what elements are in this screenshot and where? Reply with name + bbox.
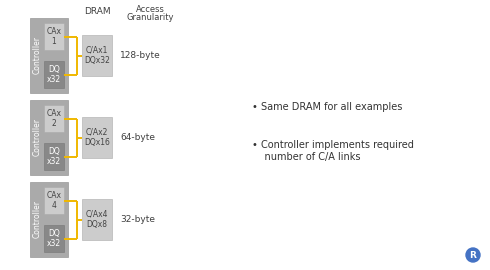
Bar — [44, 61, 64, 88]
Text: • Same DRAM for all examples: • Same DRAM for all examples — [252, 102, 402, 112]
Bar — [82, 199, 112, 240]
Bar — [30, 100, 68, 175]
Bar — [44, 225, 64, 252]
Text: CAx
2: CAx 2 — [47, 109, 62, 128]
Text: DRAM: DRAM — [84, 8, 110, 16]
Text: Granularity: Granularity — [126, 12, 174, 22]
Bar — [82, 35, 112, 76]
Bar — [82, 117, 112, 158]
Text: Controller: Controller — [32, 119, 42, 157]
Bar — [44, 143, 64, 170]
Bar — [44, 105, 64, 132]
Bar — [44, 23, 64, 50]
Bar — [44, 187, 64, 214]
Text: 32-byte: 32-byte — [120, 215, 155, 224]
Text: 64-byte: 64-byte — [120, 133, 155, 142]
Bar — [30, 18, 68, 93]
Text: R: R — [469, 251, 476, 259]
Text: C/Ax2
DQx16: C/Ax2 DQx16 — [84, 128, 110, 147]
Text: 128-byte: 128-byte — [120, 51, 161, 60]
Text: Access: Access — [136, 5, 165, 14]
Text: DQ
x32: DQ x32 — [47, 229, 61, 248]
Text: Controller: Controller — [32, 201, 42, 238]
Circle shape — [466, 248, 480, 262]
Bar — [30, 182, 68, 257]
Text: DQ
x32: DQ x32 — [47, 147, 61, 166]
Text: CAx
4: CAx 4 — [47, 191, 62, 210]
Text: CAx
1: CAx 1 — [47, 27, 62, 46]
Text: • Controller implements required
    number of C/A links: • Controller implements required number … — [252, 140, 414, 162]
Text: C/Ax4
DQx8: C/Ax4 DQx8 — [86, 210, 108, 229]
Text: C/Ax1
DQx32: C/Ax1 DQx32 — [84, 46, 110, 65]
Text: DQ
x32: DQ x32 — [47, 65, 61, 84]
Text: Controller: Controller — [32, 36, 42, 75]
